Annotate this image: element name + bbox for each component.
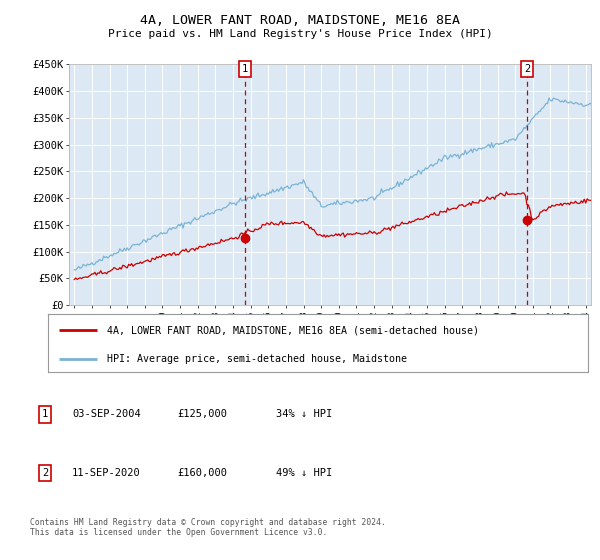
Text: 11-SEP-2020: 11-SEP-2020 <box>72 468 141 478</box>
Text: 1: 1 <box>42 409 48 419</box>
Text: Contains HM Land Registry data © Crown copyright and database right 2024.
This d: Contains HM Land Registry data © Crown c… <box>30 518 386 538</box>
Text: £160,000: £160,000 <box>177 468 227 478</box>
Text: 2: 2 <box>524 64 530 74</box>
Text: 1: 1 <box>242 64 248 74</box>
Text: 4A, LOWER FANT ROAD, MAIDSTONE, ME16 8EA: 4A, LOWER FANT ROAD, MAIDSTONE, ME16 8EA <box>140 14 460 27</box>
Text: 49% ↓ HPI: 49% ↓ HPI <box>276 468 332 478</box>
Text: £125,000: £125,000 <box>177 409 227 419</box>
Text: Price paid vs. HM Land Registry's House Price Index (HPI): Price paid vs. HM Land Registry's House … <box>107 29 493 39</box>
Text: 2: 2 <box>42 468 48 478</box>
Text: 4A, LOWER FANT ROAD, MAIDSTONE, ME16 8EA (semi-detached house): 4A, LOWER FANT ROAD, MAIDSTONE, ME16 8EA… <box>107 325 479 335</box>
Text: 03-SEP-2004: 03-SEP-2004 <box>72 409 141 419</box>
Text: 34% ↓ HPI: 34% ↓ HPI <box>276 409 332 419</box>
Text: HPI: Average price, semi-detached house, Maidstone: HPI: Average price, semi-detached house,… <box>107 354 407 365</box>
